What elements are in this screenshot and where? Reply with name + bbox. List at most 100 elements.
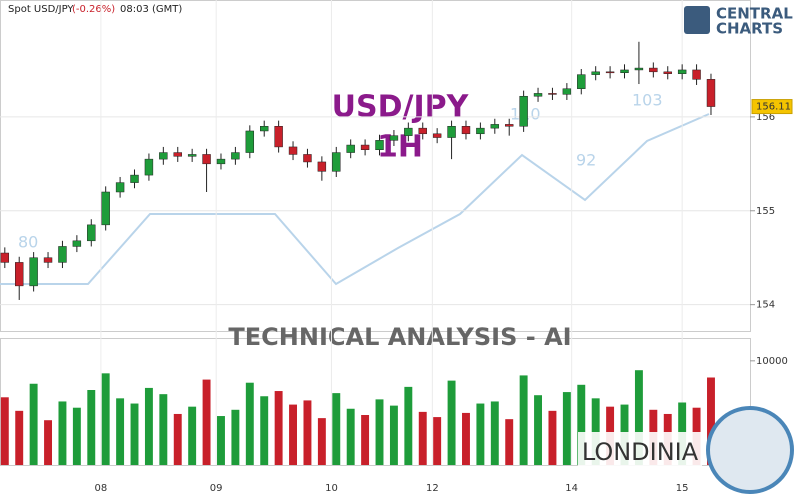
candle-body [303, 154, 312, 163]
x-tick-label: 14 [565, 483, 578, 494]
x-tick-label: 10 [325, 483, 338, 494]
volume-bar [202, 379, 211, 465]
logo-icon [684, 6, 710, 34]
volume-bar [534, 395, 543, 465]
candle-body [432, 133, 442, 138]
candle-body [692, 69, 701, 80]
volume-bar [260, 396, 269, 465]
volume-bar [577, 384, 586, 465]
candle-body [548, 93, 557, 95]
volume-bar [332, 393, 341, 465]
volume-bar [476, 403, 485, 465]
candle-body [87, 224, 96, 242]
candle-body [144, 158, 154, 176]
volume-bar [87, 390, 96, 465]
volume-bar [144, 387, 153, 465]
volume-bar [231, 409, 240, 465]
candle-body [360, 144, 370, 150]
chart-subtitle: 1H [377, 130, 423, 165]
candle-body [245, 130, 255, 153]
candle-body [231, 152, 240, 160]
candle-body [649, 67, 658, 73]
candle-body [490, 124, 500, 129]
volume-bar [58, 401, 67, 465]
x-tick-label: 15 [676, 483, 689, 494]
volume-bar [562, 392, 571, 465]
volume-bar [130, 403, 139, 465]
candle-body [332, 152, 341, 172]
volume-bar [447, 380, 456, 465]
candle-body [533, 93, 543, 97]
volume-bar [404, 386, 413, 465]
y-tick-label: 154 [756, 300, 775, 311]
volume-bar [29, 383, 38, 465]
candle-body [591, 71, 600, 75]
candle-body [605, 71, 615, 74]
candle-body [418, 127, 427, 135]
volume-bar [462, 412, 470, 465]
volume-bar [418, 411, 427, 465]
candle-body [389, 135, 399, 141]
brand: LONDINIA [582, 438, 699, 466]
volume-bar [274, 391, 283, 465]
candle-body [202, 154, 211, 165]
volume-bar [490, 401, 499, 465]
volume-bar [173, 413, 182, 465]
candle-body [317, 161, 327, 172]
avatar [706, 406, 794, 494]
volume-bar [707, 377, 715, 465]
overlay-label: 80 [18, 233, 38, 252]
volume-bar [101, 373, 110, 465]
x-tick-label: 08 [95, 483, 108, 494]
candle-body [159, 152, 168, 160]
volume-bar [634, 370, 643, 465]
candle-body [260, 126, 269, 132]
volume-bar [159, 394, 168, 465]
candle-body [173, 152, 182, 157]
volume-bar [188, 406, 197, 465]
x-tick-label: 12 [426, 483, 439, 494]
candle-body [216, 158, 226, 165]
volume-bar [15, 410, 24, 465]
candle-body [663, 71, 672, 74]
x-tick-label: 09 [210, 483, 223, 494]
candle-body [0, 252, 10, 263]
candle-body [15, 262, 24, 287]
candle-body [101, 191, 110, 226]
candle-body [461, 126, 471, 135]
candle-body [115, 182, 125, 193]
price-panel [0, 0, 751, 332]
last-price-box [751, 99, 793, 115]
last-price: 156.11 [756, 102, 791, 113]
volume-bar [375, 399, 384, 465]
header-time: 08:03 (GMT) [120, 4, 182, 15]
volume-bar [519, 375, 528, 465]
candle-body [505, 124, 514, 127]
candle-body [288, 146, 298, 155]
candle-body [346, 144, 355, 153]
overlay-title: TECHNICAL ANALYSIS - AI [228, 323, 571, 351]
candle-body [634, 67, 644, 71]
header-instrument: Spot USD/JPY [8, 4, 74, 15]
volume-bar [0, 397, 9, 465]
logo-line1: CENTRAL [716, 5, 793, 23]
candle-body [562, 88, 572, 95]
candle-body [577, 74, 586, 89]
candle-body [43, 257, 53, 263]
brand-box [578, 432, 702, 472]
volume-bar [389, 405, 398, 465]
volume-bar [346, 408, 355, 465]
overlay-line [0, 113, 710, 286]
candle-body [375, 140, 384, 150]
y-tick-label: 155 [756, 206, 775, 217]
volume-bar [548, 410, 557, 465]
candle-body [519, 95, 528, 127]
candle-body [72, 240, 82, 247]
volume-bar [303, 400, 312, 465]
overlay-label: 103 [632, 91, 663, 110]
volume-bar [361, 415, 370, 465]
volume-bar [591, 398, 600, 465]
candle-body [447, 126, 456, 138]
candle-body [706, 79, 716, 107]
